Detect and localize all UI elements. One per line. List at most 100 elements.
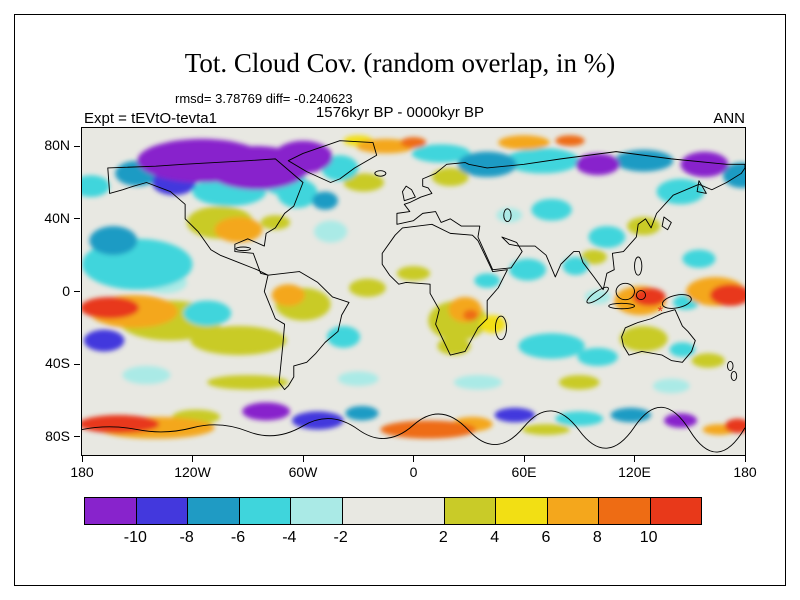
anomaly-blob <box>479 315 506 334</box>
colorbar-tick-label: -8 <box>179 529 194 546</box>
colorbar-tick-label: -10 <box>123 529 147 546</box>
coast-iceland <box>374 170 387 177</box>
y-axis-tick <box>74 145 80 147</box>
x-axis-tick <box>744 456 746 462</box>
coast-eurasia <box>396 151 745 291</box>
colorbar-tick-label: -2 <box>333 529 348 546</box>
anomaly-blob <box>343 173 385 192</box>
anomaly-blob <box>691 353 725 368</box>
map-plot: * <box>81 127 746 456</box>
colorbar-labels: -10 -8 -6 -4 -2 2 4 6 8 10 <box>84 529 700 549</box>
anomaly-blob <box>400 137 427 148</box>
season-label: ANN <box>713 110 745 127</box>
period-line: 1576kyr BP - 0000kyr BP <box>315 104 485 121</box>
anomaly-blob <box>584 289 611 305</box>
anomaly-blob <box>214 217 263 243</box>
anomaly-blob <box>349 278 386 297</box>
y-axis-tick-label: 80S <box>45 427 70 444</box>
coastlines <box>82 140 745 453</box>
page-frame <box>14 14 786 586</box>
anomaly-blob <box>411 144 471 163</box>
x-axis-tick-label: 0 <box>409 464 418 480</box>
colorbar-segment <box>546 498 598 524</box>
anomaly-blob <box>682 249 716 268</box>
anomaly-blob <box>277 178 318 208</box>
anomaly-blob <box>314 220 348 243</box>
y-axis-tick <box>74 291 80 292</box>
x-axis-tick-label: 120W <box>174 464 211 480</box>
anomaly-blob <box>575 153 620 176</box>
coast-africa <box>381 223 508 356</box>
experiment-label: Expt = tEVtO-tevta1 <box>84 110 217 127</box>
anomaly-blob <box>555 411 604 426</box>
map-overlay: * <box>657 304 663 320</box>
coast-java <box>608 302 635 310</box>
anomaly-blob <box>122 365 171 385</box>
coast-new-zealand-north <box>727 360 734 371</box>
anomaly-blob <box>82 415 160 434</box>
anomaly-blob <box>345 405 379 421</box>
anomaly-blob <box>260 215 291 230</box>
coast-new-guinea <box>661 294 692 309</box>
x-axis-tick-label: 60W <box>288 464 318 480</box>
x-axis-tick <box>523 456 525 462</box>
anomaly-blob <box>509 258 547 281</box>
anomaly-blob <box>380 420 477 439</box>
anomaly-blob <box>577 347 618 366</box>
anomaly-blob <box>632 287 666 307</box>
anomaly-blob <box>656 178 705 205</box>
x-axis-tick <box>192 456 193 462</box>
colorbar-segment <box>290 498 342 524</box>
anomaly-blob <box>522 424 571 436</box>
colorbar-segment <box>443 498 495 524</box>
anomaly-blob <box>457 151 517 178</box>
anomaly-blob <box>627 217 661 236</box>
anomaly-blob <box>207 375 289 390</box>
coast-madagascar <box>494 315 507 341</box>
coast-sumatra <box>586 286 609 304</box>
coast-greenland <box>287 140 378 183</box>
y-axis-tick-label: 40N <box>44 209 70 226</box>
anomaly-blob <box>610 407 652 423</box>
anomaly-blob <box>562 256 589 276</box>
anomaly-blob <box>498 135 550 150</box>
colorbar-segment <box>341 498 444 524</box>
colorbar-tick-label: 10 <box>639 529 658 546</box>
anomaly-blob <box>183 300 232 327</box>
coast-caspian <box>503 208 512 223</box>
anomaly-blob <box>326 326 361 348</box>
colorbar-tick-label: 4 <box>490 529 500 546</box>
map-marker: * <box>657 304 663 320</box>
colorbar-segment <box>495 498 547 524</box>
colorbar-tick-label: 2 <box>438 529 448 546</box>
coast-sulawesi <box>635 290 647 301</box>
anomaly-blob <box>337 371 379 386</box>
anomaly-blob <box>454 375 502 390</box>
coast-antarctica <box>82 406 745 453</box>
colorbar-tick-label: 8 <box>592 529 602 546</box>
anomaly-blob <box>588 226 626 248</box>
anomaly-blob <box>83 329 125 352</box>
anomaly-blob <box>242 402 291 421</box>
anomaly-blob <box>396 266 431 281</box>
coast-britain <box>401 185 416 202</box>
colorbar-segment <box>135 498 187 524</box>
anomaly-blob <box>291 411 344 430</box>
anomaly-blob <box>663 413 698 428</box>
x-axis-tick <box>302 456 304 462</box>
anomaly-blob <box>531 198 572 221</box>
colorbar-segment <box>598 498 650 524</box>
anomaly-blob <box>437 336 471 356</box>
colorbar-tick-label: -4 <box>282 529 297 546</box>
anomaly-blob <box>680 151 729 178</box>
plot-title: Tot. Cloud Cov. (random overlap, in %) <box>184 48 616 78</box>
colorbar-tick-label: -6 <box>230 529 246 546</box>
anomaly-blob <box>82 296 140 319</box>
colorbar-segment <box>187 498 239 524</box>
y-axis-tick <box>74 218 80 220</box>
coast-philippines <box>634 256 643 276</box>
stats-line: rmsd= 3.78769 diff= -0.240623 <box>175 91 353 106</box>
x-axis-tick-label: 180 <box>70 464 94 480</box>
y-axis-tick <box>74 436 80 438</box>
x-axis-tick <box>81 456 83 462</box>
